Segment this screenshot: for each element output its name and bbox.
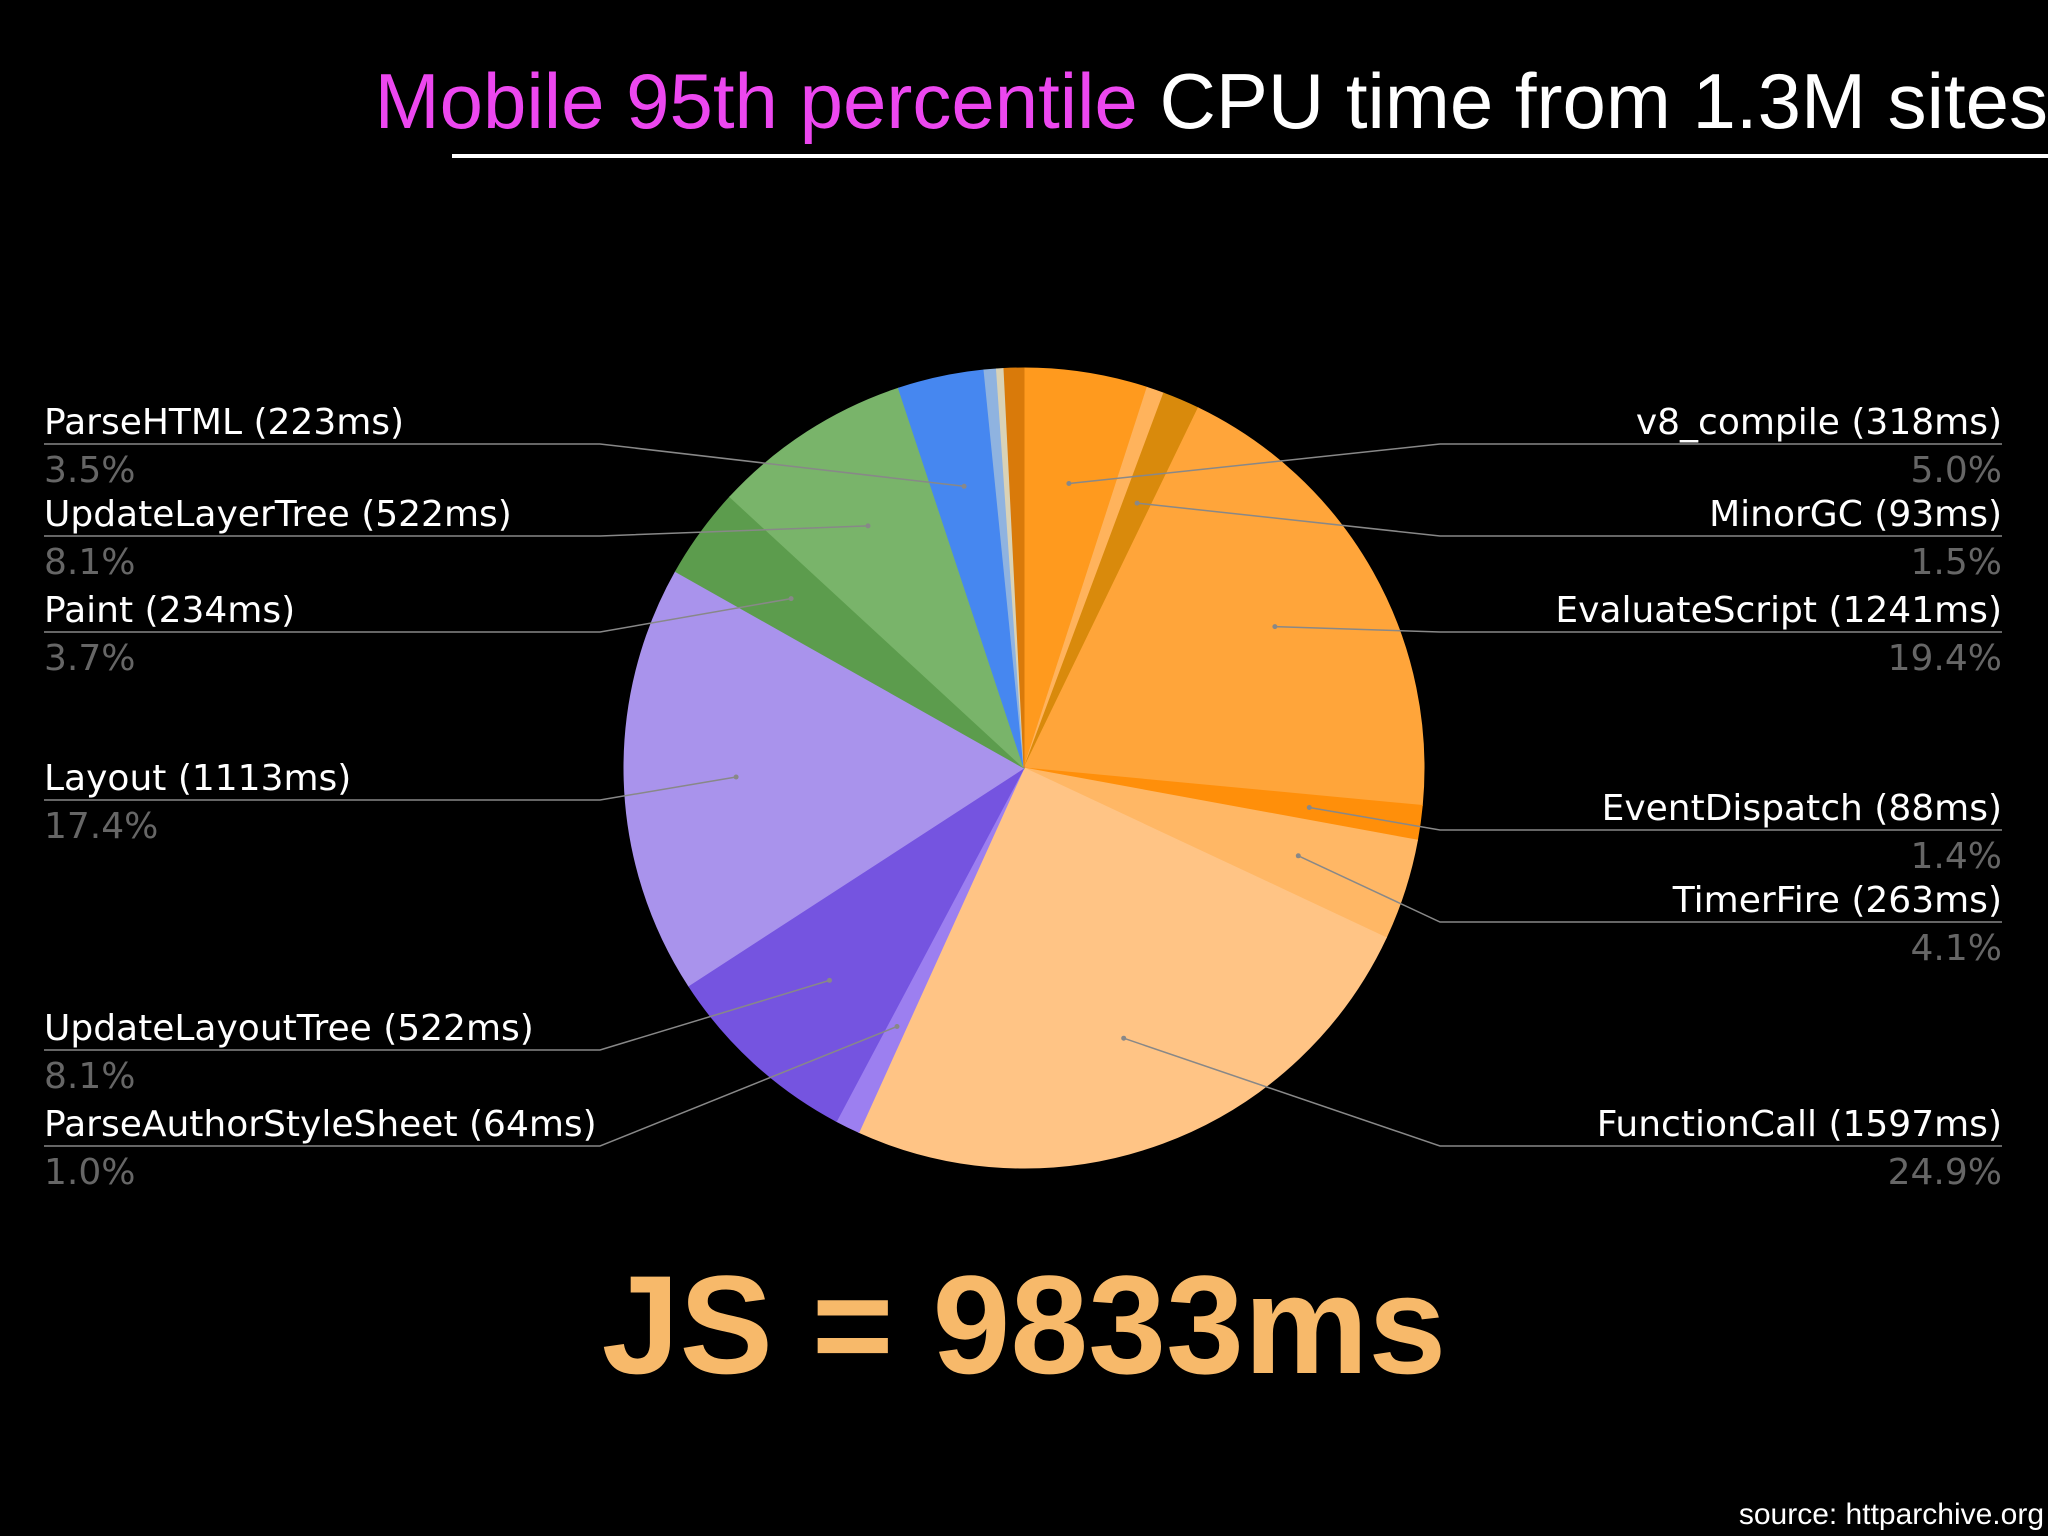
leader-line xyxy=(1068,443,2002,485)
slice-percent-label: 8.1% xyxy=(44,542,135,583)
leader-line xyxy=(44,443,965,488)
slice-percent-label: 1.0% xyxy=(44,1152,135,1193)
slide-title: Mobile 95th percentile CPU time from 1.3… xyxy=(375,62,2048,140)
leader-line xyxy=(44,979,830,1051)
slice-percent-label: 3.5% xyxy=(44,450,135,491)
slice-percent-label: 24.9% xyxy=(1888,1152,2002,1193)
slice-label: Layout (1113ms) xyxy=(44,758,351,799)
title-accent: Mobile 95th percentile xyxy=(374,57,1138,145)
title-rest: CPU time from 1.3M sites xyxy=(1137,57,2048,145)
leader-line xyxy=(1123,1037,2002,1147)
slice-label: EventDispatch (88ms) xyxy=(1602,788,2002,829)
leader-line xyxy=(1297,855,2002,923)
slice-label: ParseAuthorStyleSheet (64ms) xyxy=(44,1104,597,1145)
slice-percent-label: 1.5% xyxy=(1911,542,2002,583)
slice-function-call xyxy=(858,767,1387,1169)
slice-layout xyxy=(623,570,1025,987)
slice-label: TimerFire (263ms) xyxy=(1672,880,2002,921)
slice-label: v8_compile (318ms) xyxy=(1636,402,2002,443)
slice-label: UpdateLayerTree (522ms) xyxy=(44,494,512,535)
js-total-headline: JS = 9833ms xyxy=(601,1246,1447,1403)
slice-update-layer-tree xyxy=(729,387,1026,770)
slice-labels: v8_compile (318ms) 5.0%MinorGC (93ms) 1.5%… xyxy=(44,402,2002,1193)
pie-slices xyxy=(623,367,1425,1169)
slice-label: Paint (234ms) xyxy=(44,590,295,631)
minor-slice xyxy=(1003,367,1025,769)
slice-label: ParseHTML (223ms) xyxy=(44,402,404,443)
slice-percent-label: 3.7% xyxy=(44,638,135,679)
leader-line xyxy=(1309,806,2002,831)
leader-line xyxy=(44,1025,898,1147)
leader-lines xyxy=(44,443,2002,1147)
slice-label: MinorGC (93ms) xyxy=(1709,494,2002,535)
slice-percent-label: 8.1% xyxy=(44,1056,135,1097)
slice-label: FunctionCall (1597ms) xyxy=(1597,1104,2002,1145)
slice-percent-label: 5.0% xyxy=(1911,450,2002,491)
leader-line xyxy=(44,597,792,633)
source-credit: source: httparchive.org xyxy=(1738,1498,2044,1531)
slice-percent-label: 1.4% xyxy=(1911,836,2002,877)
leader-line xyxy=(44,525,869,537)
leader-line xyxy=(44,776,737,801)
slice-evaluate-script xyxy=(1023,407,1425,807)
leader-line xyxy=(1137,502,2002,537)
title-underline xyxy=(452,154,2048,158)
slice-label: UpdateLayoutTree (522ms) xyxy=(44,1008,534,1049)
slice-percent-label: 19.4% xyxy=(1888,638,2002,679)
slice-percent-label: 4.1% xyxy=(1911,928,2002,969)
slice-update-layout-tree xyxy=(687,766,1026,1122)
slice-percent-label: 17.4% xyxy=(44,806,158,847)
leader-line xyxy=(1274,625,2002,633)
slice-label: EvaluateScript (1241ms) xyxy=(1555,590,2002,631)
